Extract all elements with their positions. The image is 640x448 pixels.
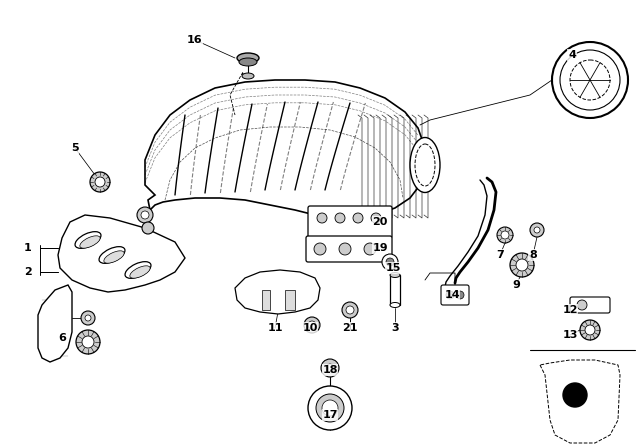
Circle shape — [386, 258, 394, 266]
Circle shape — [456, 291, 464, 299]
Text: 9: 9 — [512, 280, 520, 290]
Ellipse shape — [80, 236, 100, 248]
Circle shape — [446, 291, 454, 299]
Circle shape — [321, 359, 339, 377]
Text: 16: 16 — [187, 35, 203, 45]
Bar — [390, 275, 400, 305]
Circle shape — [304, 317, 320, 333]
Circle shape — [85, 315, 91, 321]
Ellipse shape — [390, 272, 400, 277]
Circle shape — [137, 207, 153, 223]
Text: 19: 19 — [372, 243, 388, 253]
Text: 13: 13 — [563, 330, 578, 340]
Ellipse shape — [104, 251, 124, 263]
Circle shape — [510, 253, 534, 277]
Text: 8: 8 — [529, 250, 537, 260]
Text: 6: 6 — [58, 333, 66, 343]
Ellipse shape — [390, 302, 400, 307]
Circle shape — [560, 50, 620, 110]
Circle shape — [516, 259, 528, 271]
Text: 17: 17 — [323, 410, 338, 420]
Text: 3: 3 — [391, 323, 399, 333]
Text: 4: 4 — [568, 50, 576, 60]
Polygon shape — [235, 270, 320, 314]
Circle shape — [314, 243, 326, 255]
Circle shape — [501, 231, 509, 239]
Circle shape — [141, 211, 149, 219]
Ellipse shape — [99, 247, 125, 263]
Text: 1: 1 — [24, 243, 32, 253]
Circle shape — [82, 336, 94, 348]
Circle shape — [563, 383, 587, 407]
Circle shape — [552, 42, 628, 118]
Circle shape — [353, 213, 363, 223]
FancyBboxPatch shape — [306, 236, 392, 262]
Circle shape — [308, 321, 316, 329]
Ellipse shape — [410, 138, 440, 193]
Circle shape — [585, 325, 595, 335]
Circle shape — [142, 222, 154, 234]
Ellipse shape — [242, 73, 254, 79]
Circle shape — [382, 254, 398, 270]
Circle shape — [580, 320, 600, 340]
Circle shape — [339, 243, 351, 255]
Text: 20: 20 — [372, 217, 388, 227]
Ellipse shape — [125, 262, 151, 278]
Circle shape — [342, 302, 358, 318]
FancyBboxPatch shape — [570, 297, 610, 313]
Text: 15: 15 — [385, 263, 401, 273]
Circle shape — [308, 386, 352, 430]
Ellipse shape — [75, 232, 101, 248]
FancyBboxPatch shape — [441, 285, 469, 305]
Circle shape — [534, 227, 540, 233]
Circle shape — [81, 311, 95, 325]
Text: 11: 11 — [268, 323, 283, 333]
Text: 2: 2 — [24, 267, 32, 277]
Circle shape — [316, 394, 344, 422]
Circle shape — [570, 60, 610, 100]
FancyBboxPatch shape — [308, 206, 392, 238]
Circle shape — [90, 172, 110, 192]
Text: 18: 18 — [323, 365, 338, 375]
Circle shape — [335, 213, 345, 223]
Ellipse shape — [239, 58, 257, 66]
Ellipse shape — [130, 266, 150, 278]
Circle shape — [322, 400, 338, 416]
Circle shape — [497, 227, 513, 243]
Polygon shape — [58, 215, 185, 292]
Circle shape — [317, 213, 327, 223]
Ellipse shape — [237, 53, 259, 63]
Text: 12: 12 — [563, 305, 578, 315]
Circle shape — [326, 364, 334, 372]
Circle shape — [577, 300, 587, 310]
Circle shape — [346, 306, 354, 314]
Circle shape — [364, 243, 376, 255]
Circle shape — [371, 213, 381, 223]
Text: 7: 7 — [496, 250, 504, 260]
Text: 10: 10 — [302, 323, 317, 333]
Circle shape — [530, 223, 544, 237]
Text: 5: 5 — [71, 143, 79, 153]
Polygon shape — [262, 290, 270, 310]
Text: 14: 14 — [444, 290, 460, 300]
Polygon shape — [285, 290, 295, 310]
Circle shape — [76, 330, 100, 354]
Circle shape — [95, 177, 105, 187]
Ellipse shape — [415, 144, 435, 186]
Text: 21: 21 — [342, 323, 358, 333]
Polygon shape — [38, 285, 72, 362]
Polygon shape — [145, 80, 425, 218]
